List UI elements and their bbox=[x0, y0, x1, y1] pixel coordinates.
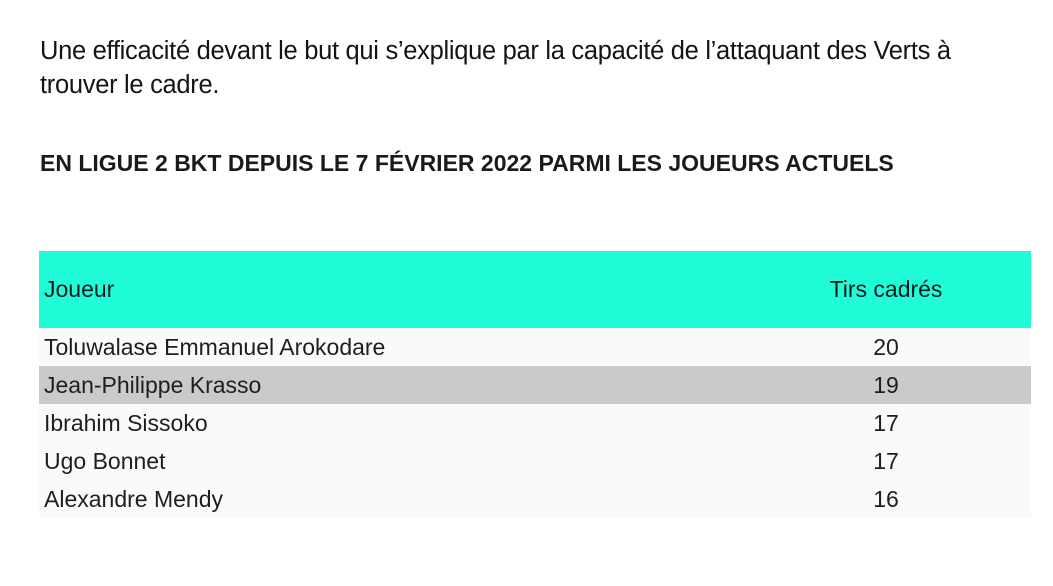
shots-value: 19 bbox=[873, 371, 899, 398]
table-row: Toluwalase Emmanuel Arokodare 20 bbox=[39, 328, 1031, 366]
table-row-highlighted: Jean-Philippe Krasso 19 bbox=[39, 366, 1031, 404]
player-name: Jean-Philippe Krasso bbox=[44, 371, 262, 398]
player-name: Toluwalase Emmanuel Arokodare bbox=[44, 333, 386, 360]
stats-table: Joueur Tirs cadrés Toluwalase Emmanuel A… bbox=[39, 251, 1031, 518]
player-name: Alexandre Mendy bbox=[44, 485, 223, 512]
shots-value: 17 bbox=[873, 447, 899, 474]
section-heading: EN LIGUE 2 BKT DEPUIS LE 7 FÉVRIER 2022 … bbox=[40, 150, 894, 176]
table-row: Ugo Bonnet 17 bbox=[39, 442, 1031, 480]
shots-value: 16 bbox=[873, 485, 899, 512]
player-name: Ibrahim Sissoko bbox=[44, 409, 208, 436]
table-header: Joueur Tirs cadrés bbox=[39, 251, 1031, 328]
column-header-player: Joueur bbox=[44, 276, 115, 302]
player-name: Ugo Bonnet bbox=[44, 447, 166, 474]
column-header-shots-on-target: Tirs cadrés bbox=[829, 276, 943, 302]
shots-value: 20 bbox=[873, 333, 899, 360]
shots-value: 17 bbox=[873, 409, 899, 436]
table-row: Ibrahim Sissoko 17 bbox=[39, 404, 1031, 442]
intro-paragraph: Une efficacité devant le but qui s’expli… bbox=[40, 37, 951, 99]
table-row: Alexandre Mendy 16 bbox=[39, 480, 1031, 518]
